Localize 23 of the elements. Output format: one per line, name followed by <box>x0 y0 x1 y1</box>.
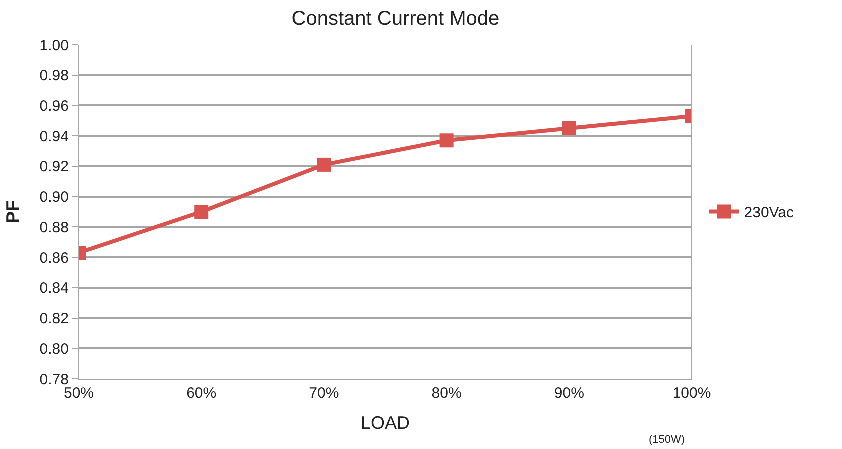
x-tick-label: 100% <box>672 385 712 402</box>
legend-label: 230Vac <box>744 204 795 222</box>
y-tick-label: 0.98 <box>40 68 69 85</box>
chart-title: Constant Current Mode <box>292 8 500 30</box>
x-axis-title: LOAD <box>360 413 410 434</box>
point <box>440 134 454 148</box>
y-tick-label: 0.82 <box>40 310 69 328</box>
y-tick-label: 0.96 <box>40 98 69 115</box>
x-tick-label: 70% <box>309 385 340 402</box>
y-tick-label: 0.84 <box>40 280 69 298</box>
y-tick-label: 0.88 <box>40 219 69 236</box>
point <box>317 158 332 172</box>
y-tick-label: 0.80 <box>40 340 69 358</box>
x-tick-label: 90% <box>554 385 584 402</box>
x-tick-label: 60% <box>186 385 217 402</box>
y-axis-title: PF <box>2 200 23 224</box>
y-tick-label: 0.92 <box>40 158 69 176</box>
y-tick-label: 0.94 <box>40 128 69 146</box>
x-tick-label: 80% <box>432 385 462 402</box>
y-tick-label: 0.90 <box>40 189 69 206</box>
y-tick-label: 0.86 <box>40 250 69 267</box>
text: (150W) <box>649 434 686 446</box>
y-tick-label: 1.00 <box>40 37 69 54</box>
